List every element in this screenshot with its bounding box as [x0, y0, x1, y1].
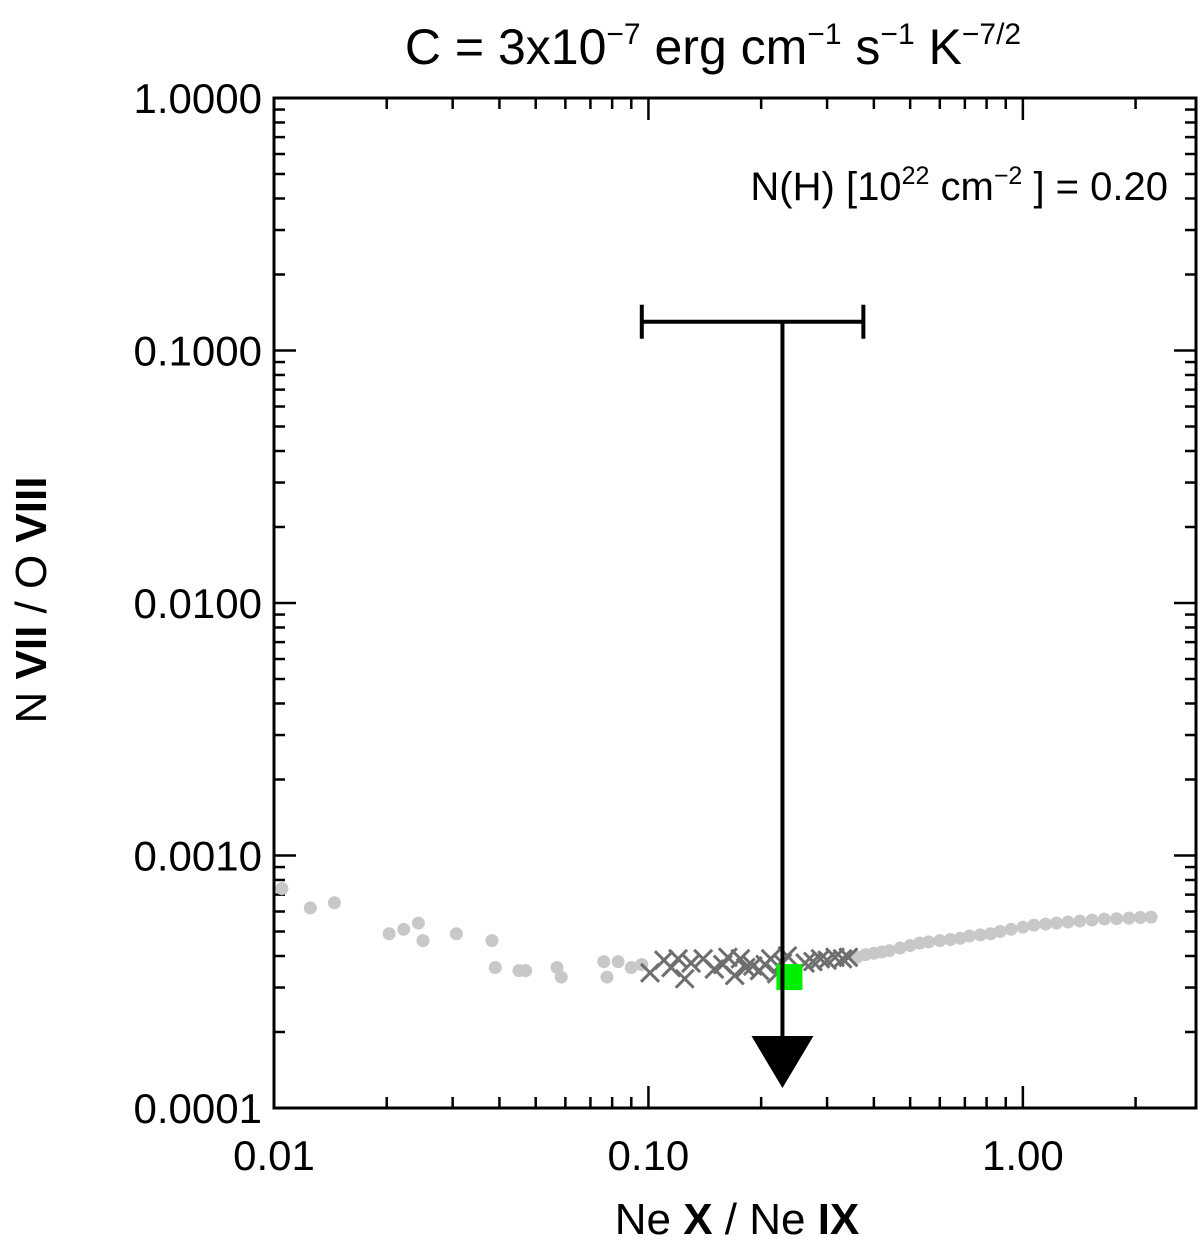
xlabel-part1: Ne — [615, 1195, 683, 1243]
upper-limit — [639, 304, 866, 1089]
model-point — [1085, 913, 1099, 927]
tick-labels: 0.01 0.10 1.00 1.0000 0.1000 0.0100 0.0010 0.00… — [134, 75, 1064, 1179]
model-point — [1027, 918, 1041, 932]
y-tick-label: 0.0010 — [134, 833, 262, 880]
model-point — [327, 896, 341, 910]
upper-limit-arrowhead — [751, 1036, 814, 1089]
model-cross-point — [681, 952, 702, 974]
model-point — [411, 916, 425, 930]
model-point — [893, 941, 907, 955]
title-unit1: erg cm — [641, 19, 808, 75]
model-point — [275, 882, 289, 896]
model-point — [962, 929, 976, 943]
title-exp1: −7 — [606, 18, 640, 51]
data-layer — [275, 882, 1158, 991]
model-cross-point — [838, 947, 859, 968]
model-point — [1039, 917, 1053, 931]
model-point — [519, 964, 533, 978]
xlabel-part2: X — [683, 1195, 712, 1243]
y-axis-title: N VII / O VIII — [7, 477, 56, 724]
model-point — [882, 944, 896, 958]
model-point — [488, 961, 502, 975]
model-point — [416, 934, 430, 948]
ylabel-part2: VII — [7, 626, 56, 680]
model-point — [1122, 911, 1136, 925]
model-point — [1097, 912, 1111, 926]
model-point — [611, 955, 625, 969]
model-point — [449, 927, 463, 941]
minor-ticks — [272, 96, 1196, 1110]
model-point — [397, 922, 411, 936]
x-tick-label: 0.01 — [233, 1132, 315, 1179]
ylabel-part1: N — [7, 679, 56, 723]
model-point — [382, 927, 396, 941]
model-point — [973, 928, 987, 942]
model-cross-point — [724, 965, 745, 986]
model-point — [1016, 920, 1030, 934]
model-cross-point — [674, 968, 695, 989]
annotation-tail: ] = 0.20 — [1022, 165, 1168, 209]
model-point — [1050, 916, 1064, 930]
model-point — [1061, 915, 1075, 929]
column-density-annotation: N(H) [1022 cm−2 ] = 0.20 — [750, 162, 1168, 209]
annotation-unit: cm — [929, 165, 993, 209]
model-cross-point — [730, 948, 751, 969]
xlabel-part4: IX — [818, 1195, 860, 1243]
model-point — [554, 970, 568, 984]
x-axis-title: Ne X / Ne IX — [615, 1195, 860, 1243]
model-point — [624, 961, 638, 975]
model-point — [1144, 910, 1158, 924]
title-unit3: K — [915, 19, 962, 75]
model-point — [600, 970, 614, 984]
model-point — [303, 901, 317, 915]
xlabel-part3: / Ne — [713, 1195, 818, 1243]
y-tick-label: 0.0001 — [134, 1085, 262, 1132]
model-point — [1133, 911, 1147, 925]
title-base: C = 3x10 — [405, 19, 607, 75]
title-exp2: −1 — [807, 18, 841, 51]
ylabel-part4: VIII — [7, 477, 56, 543]
model-point — [993, 925, 1007, 939]
y-tick-label: 0.1000 — [134, 328, 262, 375]
title-unit2: s — [842, 19, 881, 75]
model-point — [597, 955, 611, 969]
annotation-base: N(H) [10 — [750, 165, 901, 209]
chart-title: C = 3x10−7 erg cm−1 s−1 K−7/2 — [405, 18, 1021, 75]
x-tick-label: 0.10 — [608, 1132, 690, 1179]
model-point — [1073, 914, 1087, 928]
plot-frame — [272, 96, 1198, 1110]
title-exp3: −1 — [880, 18, 914, 51]
model-point — [1110, 912, 1124, 926]
annotation-exp1: 22 — [902, 162, 930, 190]
annotation-exp2: −2 — [994, 162, 1023, 190]
model-cross-point — [832, 948, 853, 969]
y-tick-label: 0.0100 — [134, 580, 262, 627]
model-cross-point — [668, 948, 689, 969]
title-exp4: −7/2 — [962, 18, 1021, 51]
model-point — [485, 934, 499, 948]
model-point — [922, 935, 936, 949]
model-point — [943, 932, 957, 946]
observed-point — [776, 964, 803, 991]
x-tick-label: 1.00 — [982, 1132, 1064, 1179]
y-tick-label: 1.0000 — [134, 75, 262, 122]
model-point — [933, 934, 947, 948]
ylabel-part3: / O — [7, 543, 56, 626]
model-point — [1004, 922, 1018, 936]
